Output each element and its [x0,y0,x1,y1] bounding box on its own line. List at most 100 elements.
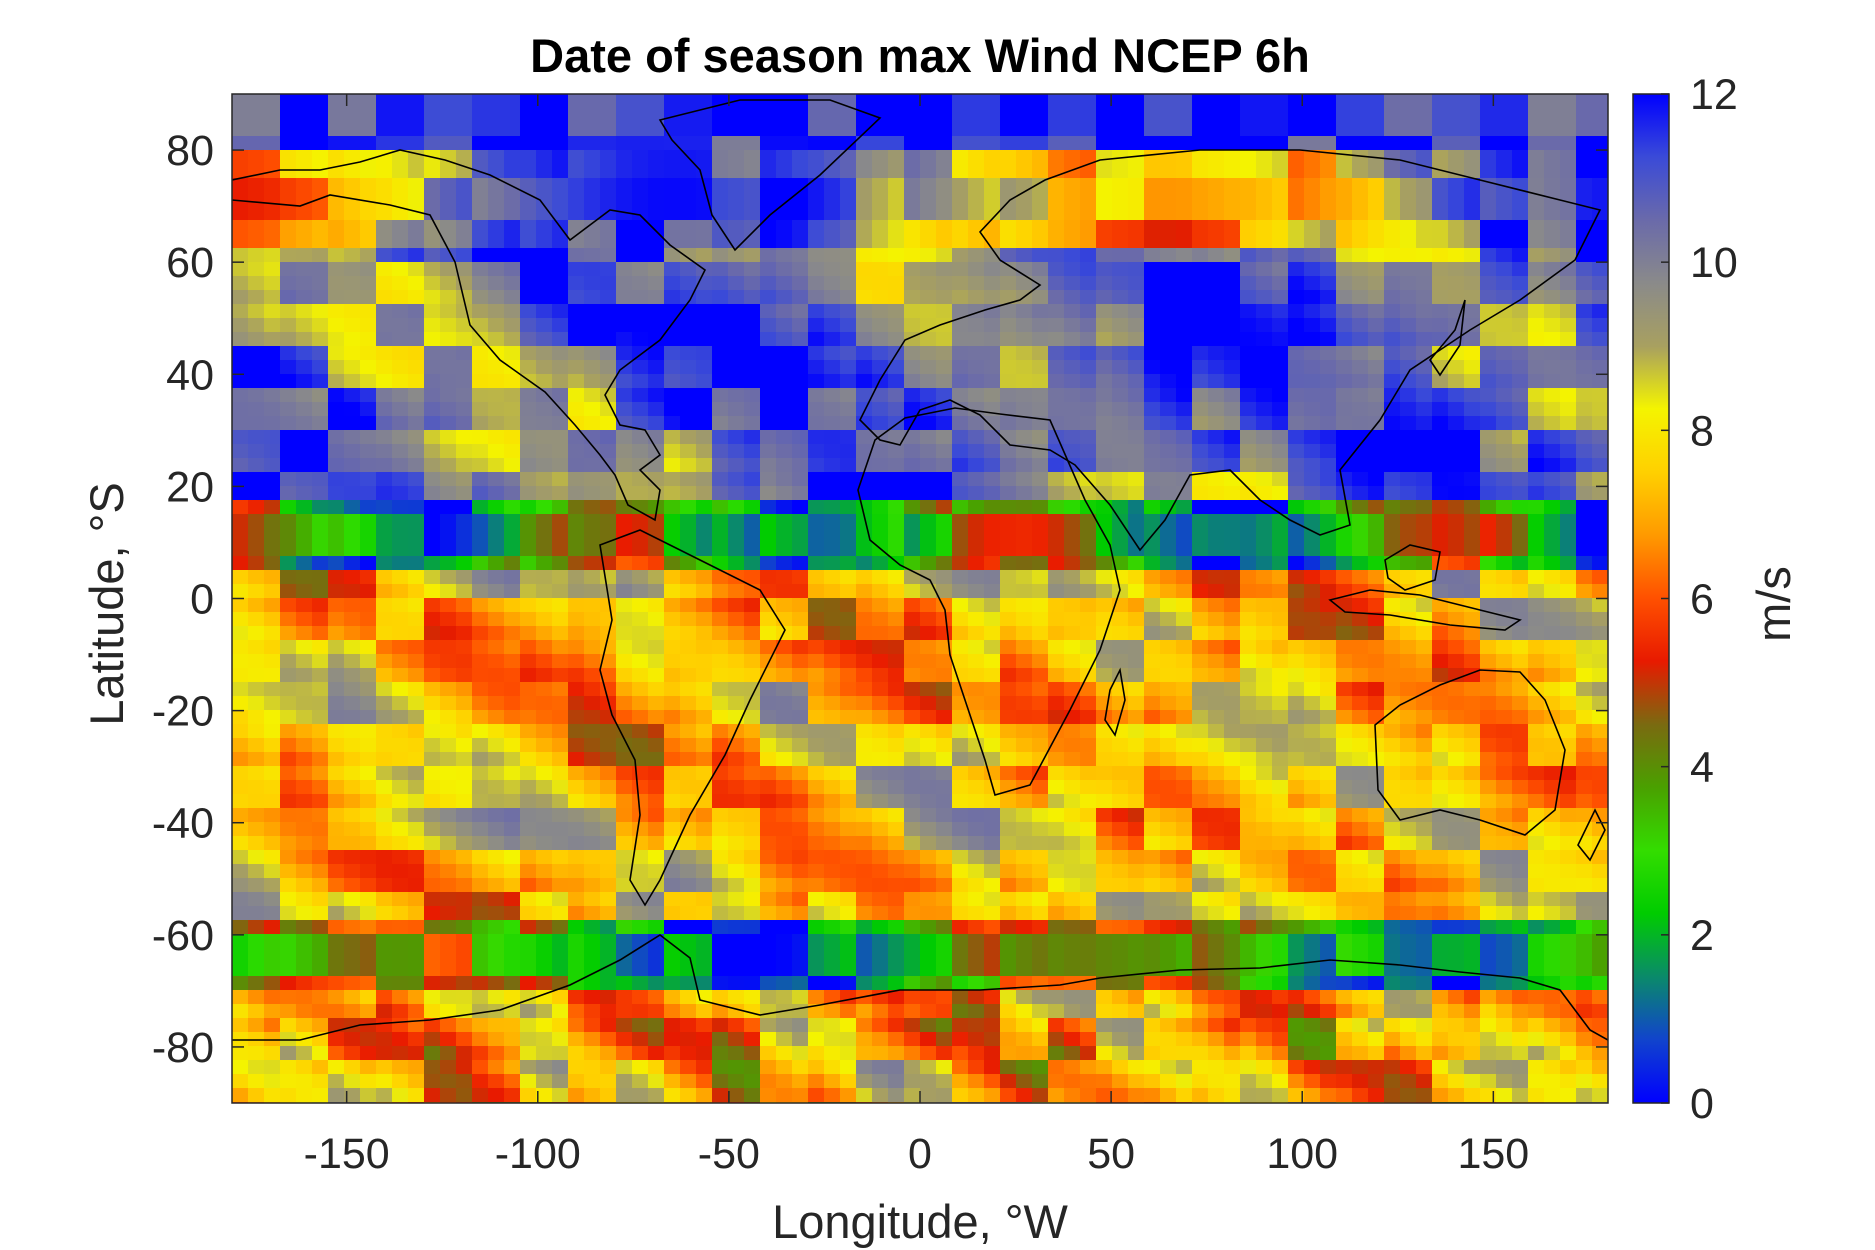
heatmap-cell [296,136,313,151]
heatmap-cell [1208,612,1225,627]
heatmap-cell [1080,780,1097,795]
heatmap-cell [952,136,969,151]
heatmap-cell [728,248,745,263]
heatmap-cell [344,360,361,375]
heatmap-cell [312,500,329,515]
heatmap-cell [392,318,409,333]
heatmap-cell [840,570,857,585]
heatmap-cell [744,360,761,375]
heatmap-cell [280,528,297,543]
heatmap-cell [1096,500,1113,515]
heatmap-cell [1032,94,1049,109]
heatmap-cell [888,710,905,725]
heatmap-cell [536,570,553,585]
heatmap-cell [392,752,409,767]
heatmap-cell [1336,822,1353,837]
heatmap-cell [1080,738,1097,753]
heatmap-cell [1112,220,1129,235]
heatmap-cell [1080,206,1097,221]
heatmap-cell [696,570,713,585]
heatmap-cell [1208,388,1225,403]
heatmap-cell [712,178,729,193]
heatmap-cell [1304,458,1321,473]
heatmap-cell [360,318,377,333]
heatmap-cell [520,150,537,165]
heatmap-cell [552,234,569,249]
heatmap-cell [488,724,505,739]
heatmap-cell [1304,696,1321,711]
heatmap-cell [952,780,969,795]
heatmap-cell [456,598,473,613]
heatmap-cell [1160,206,1177,221]
heatmap-cell [808,444,825,459]
heatmap-cell [840,108,857,123]
heatmap-cell [1416,836,1433,851]
heatmap-cell [824,752,841,767]
heatmap-cell [232,388,249,403]
heatmap-cell [984,220,1001,235]
heatmap-cell [440,794,457,809]
heatmap-cell [936,682,953,697]
heatmap-cell [808,724,825,739]
heatmap-cell [872,444,889,459]
heatmap-cell [1128,878,1145,893]
heatmap-cell [552,388,569,403]
heatmap-cell [840,164,857,179]
heatmap-cell [1496,332,1513,347]
heatmap-cell [904,724,921,739]
heatmap-cell [1272,710,1289,725]
heatmap-cell [520,864,537,879]
heatmap-cell [1032,444,1049,459]
heatmap-cell [456,696,473,711]
heatmap-cell [1112,542,1129,557]
heatmap-cell [568,94,585,109]
heatmap-cell [744,738,761,753]
heatmap-cell [1176,472,1193,487]
heatmap-cell [1000,374,1017,389]
heatmap-cell [1352,500,1369,515]
heatmap-cell [392,514,409,529]
heatmap-cell [648,738,665,753]
heatmap-cell [360,710,377,725]
heatmap-cell [1192,724,1209,739]
heatmap-cell [1400,794,1417,809]
heatmap-cell [1320,682,1337,697]
heatmap-cell [472,234,489,249]
heatmap-cell [408,570,425,585]
heatmap-cell [520,640,537,655]
heatmap-cell [808,178,825,193]
heatmap-cell [280,178,297,193]
heatmap-cell [1240,178,1257,193]
heatmap-cell [1080,640,1097,655]
heatmap-cell [1080,262,1097,277]
heatmap-cell [264,556,281,571]
heatmap-cell [344,822,361,837]
heatmap-cell [392,556,409,571]
heatmap-cell [1480,472,1497,487]
heatmap-cell [616,388,633,403]
heatmap-cell [936,472,953,487]
heatmap-cell [1592,164,1608,179]
heatmap-cell [952,752,969,767]
heatmap-cell [1016,626,1033,641]
heatmap-cell [1048,710,1065,725]
heatmap-cell [280,612,297,627]
heatmap-cell [1080,290,1097,305]
heatmap-cell [1128,570,1145,585]
heatmap-cell [936,458,953,473]
heatmap-cell [1192,794,1209,809]
heatmap-cell [1560,864,1577,879]
heatmap-cell [1272,164,1289,179]
heatmap-cell [776,640,793,655]
heatmap-cell [344,332,361,347]
heatmap-cell [1016,94,1033,109]
heatmap-cell [584,780,601,795]
heatmap-cell [1144,794,1161,809]
heatmap-cell [632,584,649,599]
heatmap-cell [1256,150,1273,165]
heatmap-cell [1288,654,1305,669]
heatmap-cell [776,402,793,417]
heatmap-cell [504,206,521,221]
heatmap-cell [584,234,601,249]
heatmap-cell [1352,878,1369,893]
